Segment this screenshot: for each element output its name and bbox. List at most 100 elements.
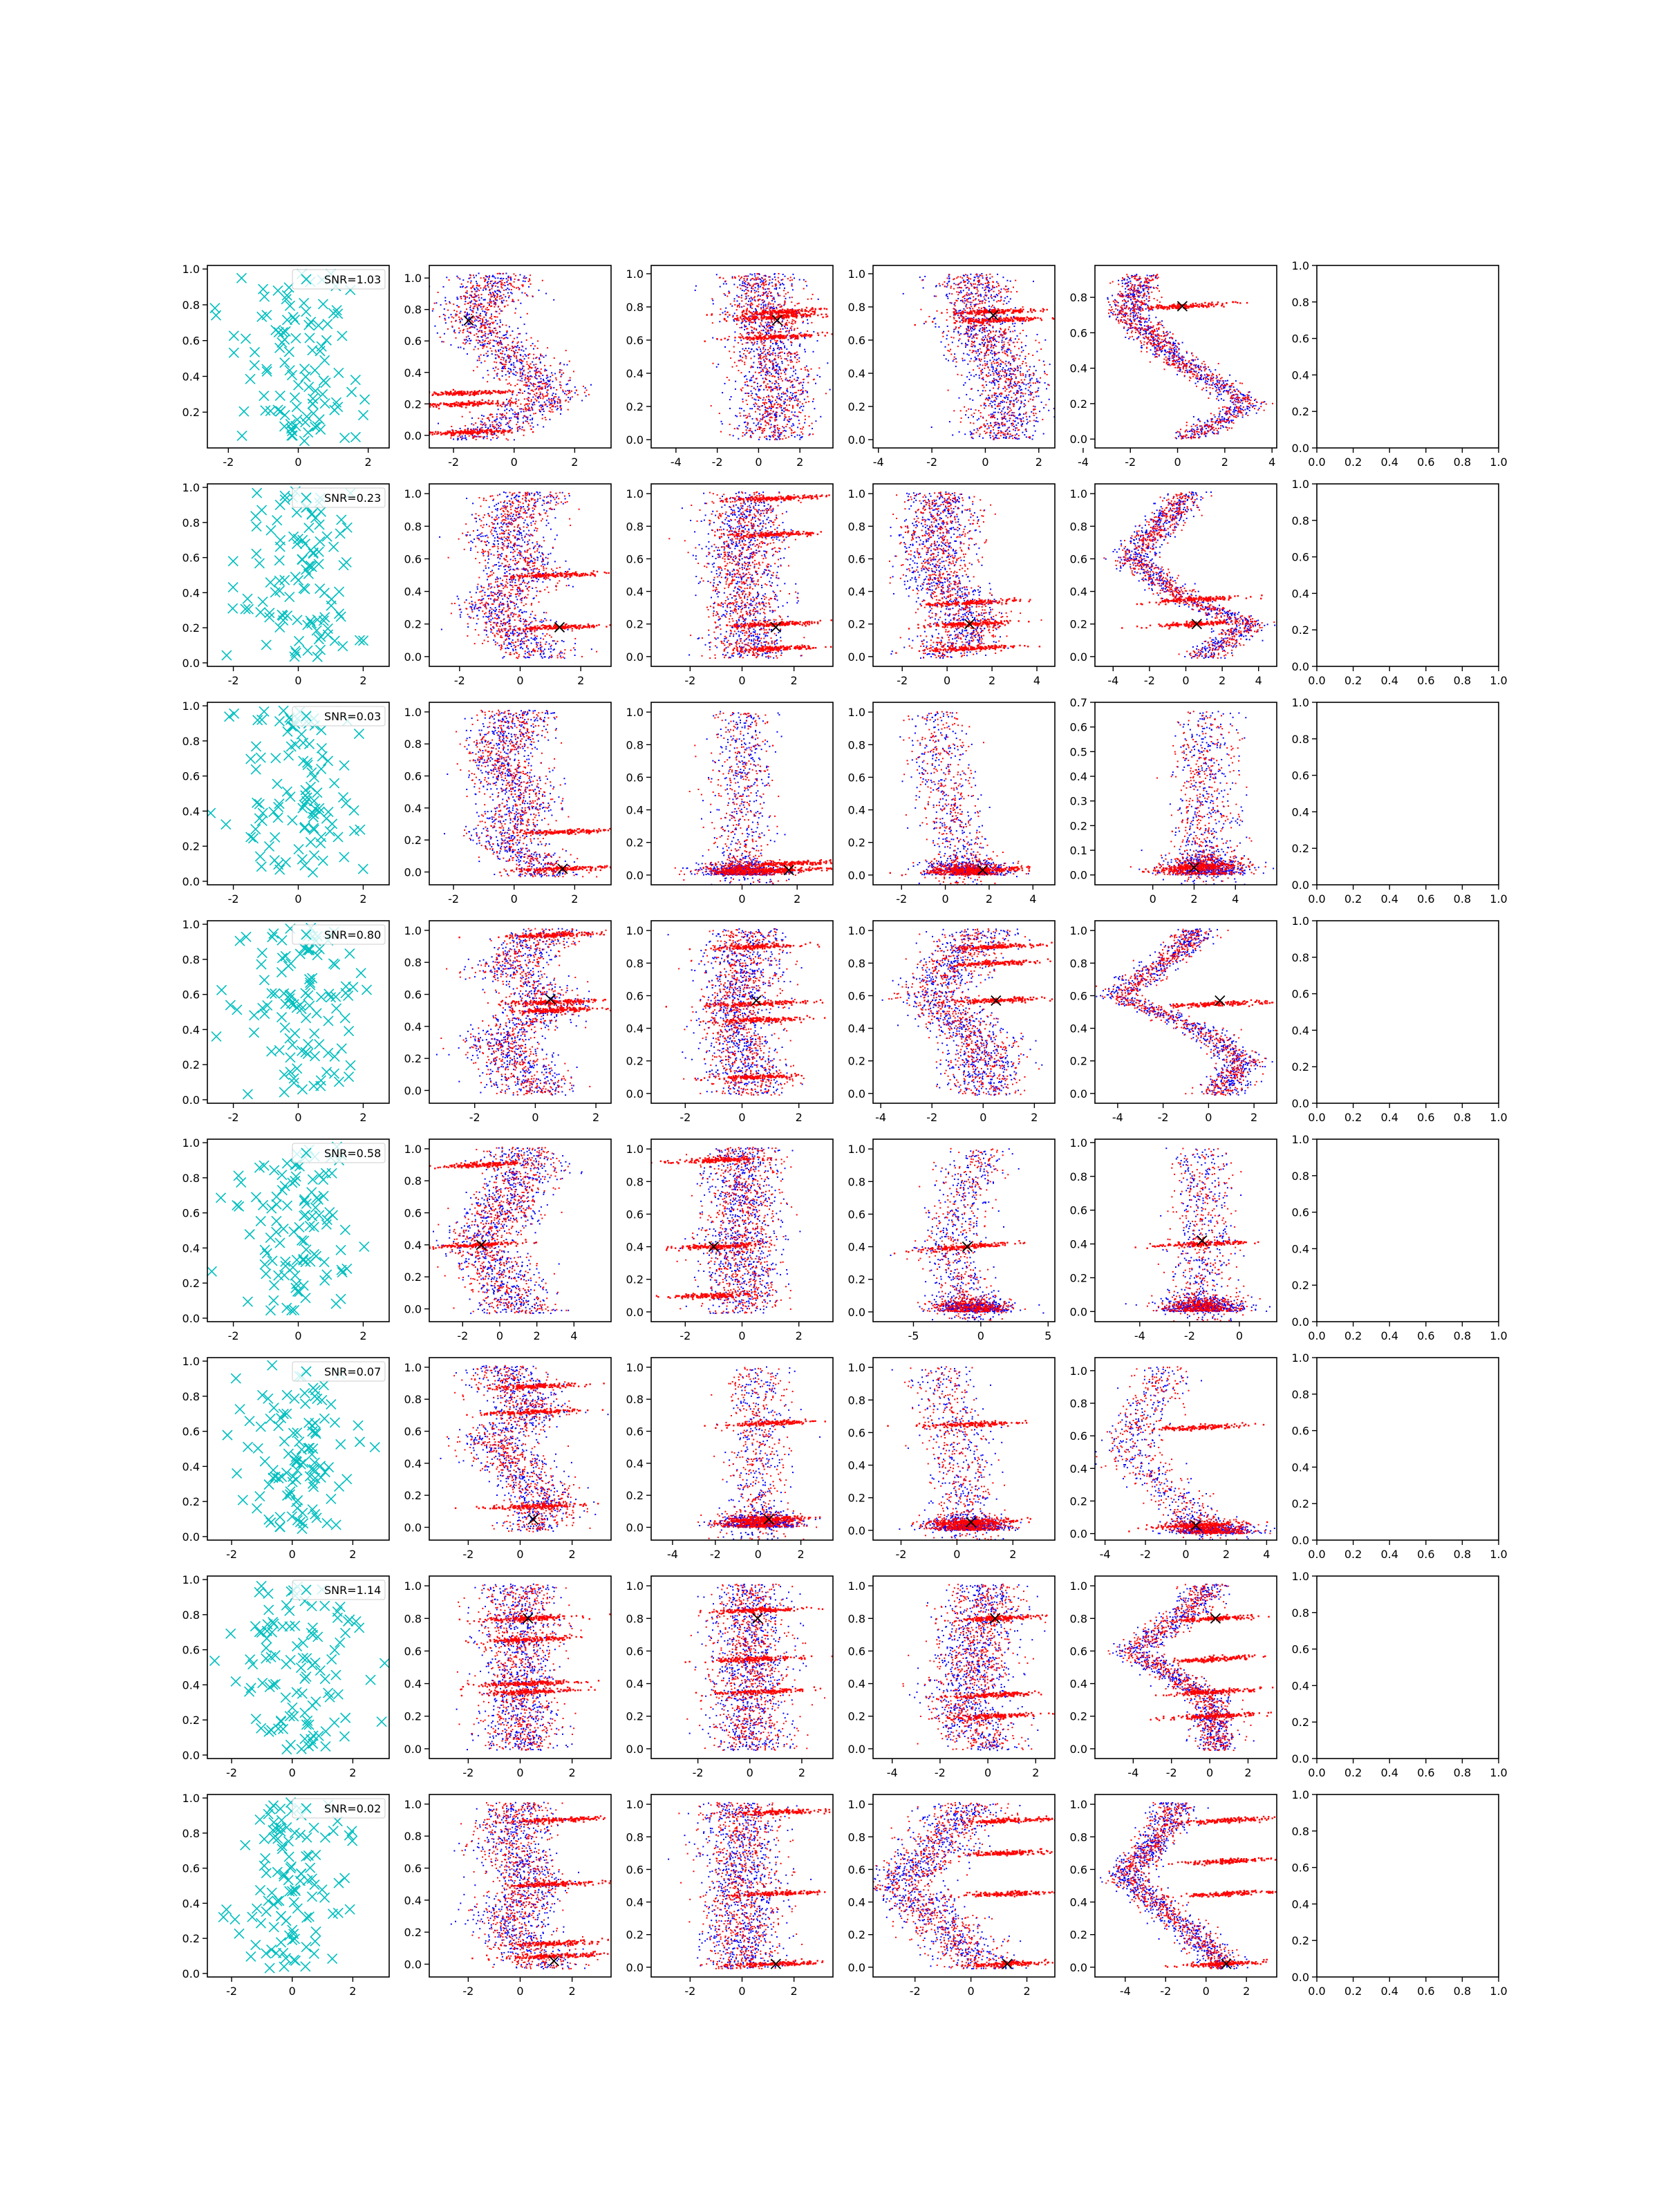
posterior-point bbox=[766, 435, 767, 437]
posterior-point bbox=[552, 411, 554, 413]
posterior-point bbox=[1010, 363, 1011, 364]
posterior-point bbox=[738, 342, 739, 344]
posterior-point bbox=[963, 384, 964, 386]
posterior-point bbox=[931, 427, 932, 428]
posterior-point bbox=[778, 395, 780, 397]
posterior-point bbox=[491, 315, 492, 317]
posterior-point bbox=[503, 404, 505, 405]
posterior-point bbox=[465, 339, 466, 341]
posterior-point bbox=[765, 377, 766, 379]
posterior-point bbox=[994, 384, 995, 386]
posterior-point bbox=[783, 403, 785, 404]
stripe-point bbox=[435, 393, 436, 395]
posterior-point bbox=[479, 359, 480, 361]
stripe-point bbox=[469, 431, 471, 432]
posterior-point bbox=[741, 327, 742, 328]
posterior-point bbox=[784, 372, 785, 373]
posterior-point bbox=[487, 320, 489, 321]
posterior-point bbox=[782, 341, 783, 343]
stripe-point bbox=[503, 432, 505, 433]
stripe-point bbox=[464, 431, 465, 432]
posterior-point bbox=[961, 292, 962, 293]
posterior-point bbox=[975, 293, 977, 294]
posterior-point bbox=[795, 321, 796, 322]
posterior-point bbox=[478, 290, 480, 291]
posterior-point bbox=[501, 353, 503, 355]
posterior-point bbox=[492, 437, 494, 438]
posterior-point bbox=[1001, 346, 1002, 348]
posterior-point bbox=[581, 400, 583, 402]
posterior-point bbox=[542, 395, 543, 396]
posterior-point bbox=[740, 388, 742, 390]
posterior-point bbox=[949, 421, 950, 422]
posterior-point bbox=[948, 281, 950, 282]
posterior-point bbox=[509, 348, 511, 349]
posterior-point bbox=[745, 286, 747, 288]
posterior-point bbox=[538, 402, 540, 403]
posterior-point bbox=[523, 350, 525, 352]
posterior-point bbox=[750, 305, 751, 306]
posterior-point bbox=[971, 333, 972, 335]
posterior-point bbox=[1025, 375, 1027, 376]
posterior-point bbox=[754, 321, 756, 322]
posterior-point bbox=[753, 285, 754, 286]
posterior-point bbox=[982, 277, 984, 279]
posterior-point bbox=[509, 355, 510, 357]
posterior-point bbox=[1024, 403, 1025, 404]
posterior-point bbox=[494, 301, 495, 303]
posterior-point bbox=[759, 326, 760, 328]
posterior-point bbox=[769, 302, 770, 303]
posterior-point bbox=[1006, 388, 1007, 390]
posterior-point bbox=[432, 310, 433, 312]
posterior-point bbox=[762, 334, 763, 335]
posterior-point bbox=[1013, 393, 1015, 394]
posterior-point bbox=[1005, 339, 1006, 340]
posterior-point bbox=[777, 304, 778, 306]
posterior-point bbox=[817, 340, 818, 341]
posterior-point bbox=[517, 422, 518, 423]
posterior-point bbox=[991, 401, 992, 402]
posterior-point bbox=[496, 424, 497, 426]
stripe-point bbox=[824, 308, 825, 309]
posterior-point bbox=[532, 418, 533, 419]
posterior-point bbox=[561, 370, 563, 371]
posterior-point bbox=[984, 299, 985, 300]
stripe-point bbox=[475, 404, 476, 405]
posterior-point bbox=[489, 342, 491, 344]
posterior-point bbox=[753, 375, 754, 377]
posterior-point bbox=[807, 299, 809, 300]
posterior-point bbox=[479, 436, 480, 438]
posterior-point bbox=[496, 375, 498, 377]
stripe-point bbox=[706, 314, 708, 315]
posterior-point bbox=[742, 290, 743, 291]
posterior-point bbox=[503, 300, 505, 301]
posterior-point bbox=[1005, 361, 1006, 362]
posterior-point bbox=[768, 396, 769, 397]
posterior-point bbox=[739, 284, 740, 285]
posterior-point bbox=[780, 370, 781, 371]
posterior-point bbox=[1020, 389, 1021, 391]
posterior-point bbox=[762, 419, 763, 420]
posterior-point bbox=[960, 290, 962, 292]
posterior-point bbox=[480, 313, 481, 315]
posterior-point bbox=[1002, 323, 1003, 324]
posterior-point bbox=[789, 332, 790, 334]
posterior-point bbox=[480, 424, 482, 425]
posterior-point bbox=[782, 410, 783, 411]
posterior-point bbox=[712, 337, 713, 339]
posterior-point bbox=[986, 285, 987, 287]
posterior-point bbox=[757, 396, 758, 397]
posterior-point bbox=[774, 419, 776, 420]
posterior-point bbox=[494, 282, 496, 283]
posterior-point bbox=[557, 402, 559, 404]
posterior-point bbox=[976, 358, 977, 359]
posterior-point bbox=[980, 405, 982, 406]
posterior-point bbox=[498, 306, 499, 307]
posterior-point bbox=[495, 304, 496, 306]
posterior-point bbox=[521, 380, 523, 382]
posterior-point bbox=[809, 425, 810, 427]
posterior-point bbox=[776, 412, 778, 413]
posterior-point bbox=[552, 381, 554, 382]
posterior-point bbox=[770, 334, 771, 335]
posterior-point bbox=[535, 366, 536, 368]
